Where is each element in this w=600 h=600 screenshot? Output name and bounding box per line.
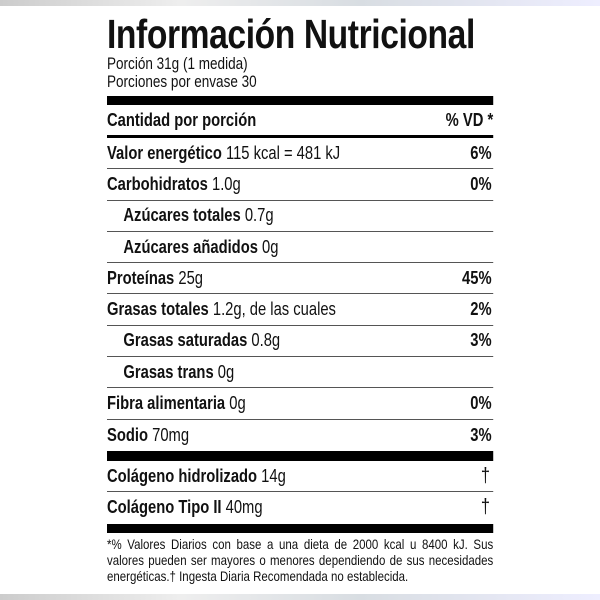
thick-divider [107, 96, 494, 105]
nutrient-dv: 45% [462, 267, 492, 288]
nutrient-dv: 6% [470, 142, 492, 163]
nutrient-name: Carbohidratos [107, 173, 208, 194]
nutrient-row: Azúcares añadidos 0g [107, 232, 494, 264]
medium-divider [107, 135, 494, 138]
nutrient-amount: 25g [178, 267, 204, 288]
nutrient-name: Colágeno Tipo II [107, 497, 222, 518]
label-title: Información Nutricional [107, 11, 475, 57]
footnote: *% Valores Diarios con base a una dieta … [107, 535, 494, 584]
nutrient-label: Carbohidratos 1.0g [107, 174, 241, 195]
nutrient-row: Grasas trans 0g [107, 357, 494, 389]
nutrient-dv: 2% [470, 299, 492, 320]
nutrient-amount: 0g [262, 236, 279, 257]
nutrient-name: Azúcares totales [123, 205, 241, 226]
thick-divider [107, 523, 494, 533]
nutrient-name: Valor energético [107, 142, 222, 163]
serving-size: Porción 31g (1 medida) [107, 55, 248, 73]
nutrient-amount: 0g [229, 393, 246, 414]
top-edge [0, 0, 600, 6]
nutrient-row: Colágeno hidrolizado 14g † [107, 461, 494, 493]
nutrient-name: Azúcares añadidos [123, 236, 258, 257]
nutrient-dv: 0% [470, 173, 492, 194]
nutrient-row: Proteínas 25g 45% [107, 263, 494, 295]
nutrient-label: Colágeno Tipo II 40mg [107, 497, 263, 518]
nutrient-row: Sodio 70mg 3% [107, 420, 493, 451]
nutrient-dv: 3% [470, 424, 492, 445]
nutrient-amount: 0.8g [251, 330, 281, 351]
nutrient-name: Grasas saturadas [123, 330, 248, 351]
nutrient-label: Azúcares totales 0.7g [107, 205, 274, 226]
nutrient-row: Fibra alimentaria 0g 0% [107, 388, 494, 420]
nutrient-label: Azúcares añadidos 0g [107, 237, 278, 258]
nutrient-dv: 3% [470, 330, 492, 351]
nutrition-label: Información Nutricional Porción 31g (1 m… [107, 11, 494, 584]
nutrient-label: Valor energético 115 kcal = 481 kJ [107, 143, 340, 164]
nutrient-label: Grasas trans 0g [107, 362, 234, 383]
header-dv: % VD * [445, 109, 494, 130]
nutrient-name: Grasas trans [123, 361, 214, 382]
nutrient-label: Grasas totales 1.2g, de las cuales [107, 299, 336, 320]
nutrient-label: Proteínas 25g [107, 268, 203, 289]
nutrient-amount: 0.7g [244, 205, 274, 226]
nutrient-amount: 70mg [152, 424, 190, 445]
nutrient-name: Proteínas [107, 267, 175, 288]
bottom-edge [0, 594, 600, 600]
nutrient-row: Carbohidratos 1.0g 0% [107, 169, 494, 201]
servings-per-container: Porciones por envase 30 [107, 73, 257, 91]
nutrient-dv: † [480, 496, 490, 519]
nutrient-amount: 14g [261, 465, 286, 486]
table-header: Cantidad por porción % VD * [107, 105, 493, 135]
header-amount: Cantidad por porción [107, 109, 257, 130]
nutrient-amount: 1.2g, de las cuales [212, 299, 336, 320]
nutrient-row: Valor energético 115 kcal = 481 kJ 6% [107, 138, 494, 170]
nutrient-amount: 40mg [225, 497, 263, 518]
nutrient-name: Colágeno hidrolizado [107, 465, 258, 486]
nutrient-amount: 115 kcal = 481 kJ [225, 142, 341, 163]
nutrient-row: Colágeno Tipo II 40mg † [107, 492, 493, 523]
nutrient-label: Colágeno hidrolizado 14g [107, 466, 286, 487]
nutrient-label: Sodio 70mg [107, 425, 189, 446]
thick-divider [107, 450, 494, 461]
nutrient-name: Fibra alimentaria [107, 393, 226, 414]
nutrient-row: Azúcares totales 0.7g [107, 201, 494, 232]
nutrient-amount: 0g [217, 361, 235, 382]
nutrient-row: Grasas saturadas 0.8g 3% [107, 326, 494, 358]
nutrient-dv: 0% [470, 393, 492, 414]
nutrient-name: Sodio [107, 424, 148, 445]
nutrient-name: Grasas totales [107, 299, 209, 320]
nutrient-amount: 1.0g [211, 173, 241, 194]
nutrient-row: Grasas totales 1.2g, de las cuales 2% [107, 294, 494, 326]
nutrient-label: Fibra alimentaria 0g [107, 393, 246, 414]
nutrient-label: Grasas saturadas 0.8g [107, 330, 280, 351]
nutrient-dv: † [480, 464, 490, 487]
